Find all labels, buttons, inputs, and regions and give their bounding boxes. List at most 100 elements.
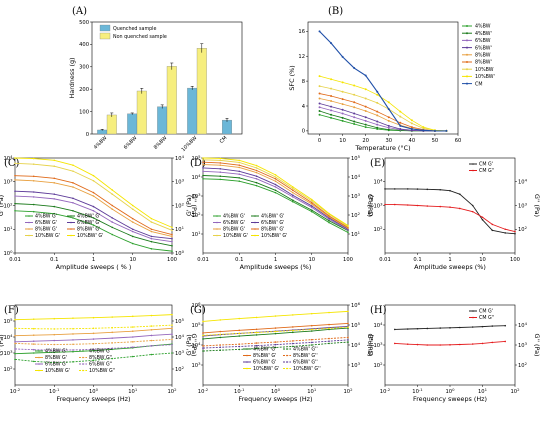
data-point xyxy=(387,124,390,127)
x-tick-label: 0.1 xyxy=(413,257,421,263)
data-point xyxy=(318,85,321,88)
data-point xyxy=(72,317,74,319)
data-point xyxy=(399,128,402,131)
data-point xyxy=(376,93,379,96)
data-point xyxy=(238,170,241,173)
x-tick-label: 101 xyxy=(478,387,488,395)
data-point xyxy=(274,174,277,176)
data-point xyxy=(330,87,333,90)
legend-label: 8%BW' G'' xyxy=(293,353,318,359)
data-point xyxy=(318,75,321,78)
x-tick-label: 100 xyxy=(510,257,520,263)
data-point xyxy=(202,163,204,166)
data-point xyxy=(72,349,74,351)
data-point xyxy=(449,189,451,192)
data-point xyxy=(111,204,114,207)
x-tick-label: 1 xyxy=(274,257,277,263)
data-point xyxy=(310,201,313,204)
data-point xyxy=(449,327,451,329)
data-point xyxy=(72,170,74,172)
data-point xyxy=(150,217,153,220)
data-point xyxy=(426,188,429,191)
data-point xyxy=(310,341,313,344)
legend-label: 6%BW xyxy=(475,38,491,44)
data-point xyxy=(384,203,386,206)
data-point xyxy=(111,331,114,334)
data-point xyxy=(53,317,56,320)
y-tick-label: 104 xyxy=(3,333,13,341)
data-point xyxy=(328,215,330,217)
data-point xyxy=(53,205,56,208)
data-point xyxy=(32,203,35,206)
data-point xyxy=(219,159,222,162)
data-point xyxy=(328,221,330,224)
data-point xyxy=(310,328,313,331)
y-axis-label: Hardness (g) xyxy=(68,57,76,98)
panel-label: (A) xyxy=(72,6,87,17)
data-point xyxy=(318,109,321,112)
data-point xyxy=(341,81,344,84)
data-point xyxy=(171,250,173,252)
data-point xyxy=(238,164,241,166)
data-point xyxy=(131,221,134,223)
data-point xyxy=(341,103,344,106)
data-point xyxy=(416,188,419,190)
data-point xyxy=(53,177,56,180)
data-point xyxy=(219,330,222,333)
data-point xyxy=(318,102,321,105)
y2-axis-label: G'' (Pa) xyxy=(533,334,541,357)
data-point xyxy=(111,342,114,344)
data-point xyxy=(255,316,258,319)
data-point xyxy=(32,348,35,351)
legend-label: CM xyxy=(475,81,483,87)
data-point xyxy=(111,221,114,223)
data-point xyxy=(131,330,134,333)
data-point xyxy=(416,204,419,207)
y-axis-label: G' (Pa) xyxy=(185,334,193,355)
y2-tick-label: 103 xyxy=(175,178,185,186)
legend-label: 6%BW G' xyxy=(35,220,57,226)
data-point xyxy=(92,224,95,226)
data-point xyxy=(353,106,356,109)
data-point xyxy=(72,361,74,363)
data-point xyxy=(376,90,379,93)
data-point xyxy=(32,343,35,345)
panel-h: (H) 10-2 10-1 100 101 102 102 103 104 102 103 104 Fr… xyxy=(367,304,541,403)
data-point xyxy=(150,325,153,327)
y-axis-label: G' (Pa) xyxy=(0,195,5,216)
data-point xyxy=(504,340,507,343)
bar xyxy=(187,87,198,135)
data-point xyxy=(219,157,222,160)
x-tick-label: 10%BW xyxy=(181,135,199,153)
data-point xyxy=(491,325,494,327)
data-point xyxy=(53,198,56,200)
y2-tick-label: 100 xyxy=(175,249,185,257)
data-point xyxy=(32,196,35,198)
y-tick-label: 500 xyxy=(79,20,89,26)
legend-label: 8%BW' G' xyxy=(261,227,284,233)
data-point xyxy=(347,322,349,325)
x-tick-label: 0.1 xyxy=(235,257,243,263)
panel-label: (B) xyxy=(328,6,343,17)
data-point xyxy=(14,348,16,350)
data-point xyxy=(171,229,173,232)
data-point xyxy=(310,312,313,315)
data-point xyxy=(53,351,56,354)
data-point xyxy=(92,179,95,182)
data-point xyxy=(328,218,330,221)
data-point xyxy=(422,126,425,129)
data-point xyxy=(328,212,330,215)
legend-label: 10%BW xyxy=(475,67,494,73)
data-point xyxy=(353,112,356,115)
panel-label: (C) xyxy=(4,158,20,169)
data-point xyxy=(171,338,173,341)
panel-g: (G) 10-2 10-1 100 101 102 103 104 105 106 103 104 10… xyxy=(185,301,374,403)
bar xyxy=(106,114,117,135)
legend-label: CM G'' xyxy=(479,168,494,174)
data-point xyxy=(219,319,222,321)
data-point xyxy=(150,240,153,243)
y-axis-label: G' (Pa) xyxy=(0,334,5,355)
data-point xyxy=(504,324,507,327)
y2-tick-label: 104 xyxy=(175,333,185,341)
y-tick-label: 104 xyxy=(373,178,383,186)
